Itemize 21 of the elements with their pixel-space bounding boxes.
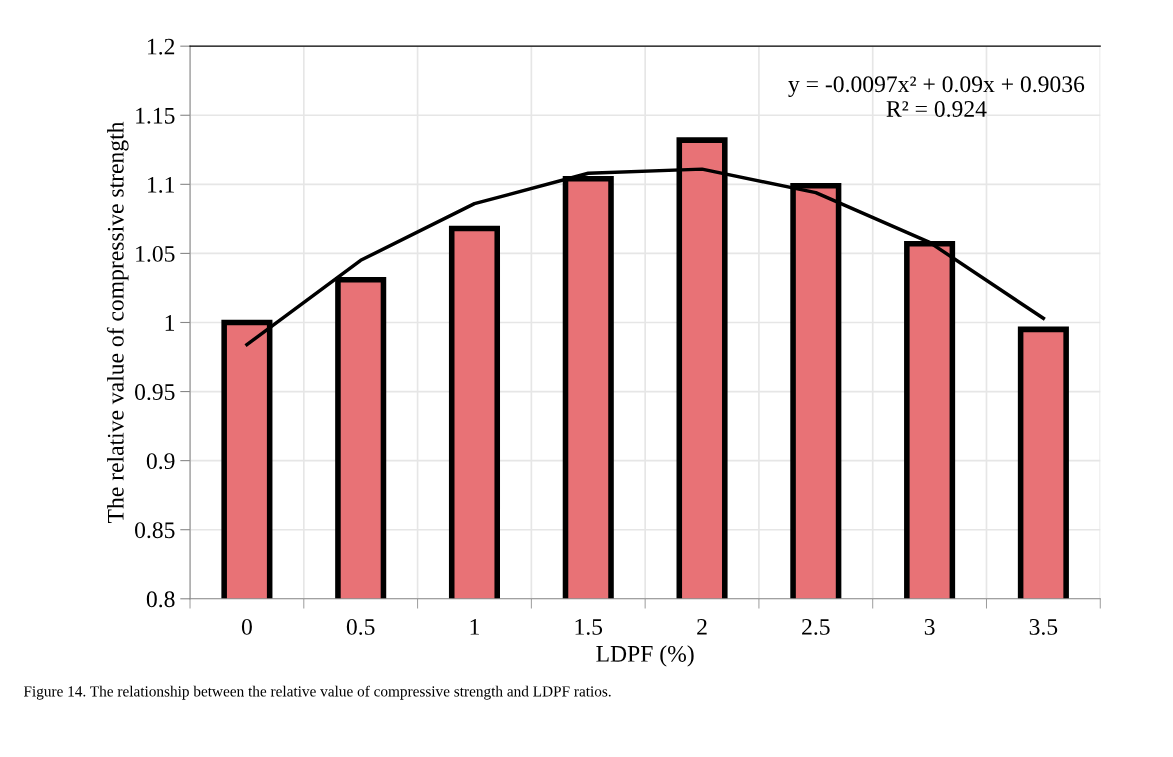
y-tick-label: 1.15 <box>136 107 175 124</box>
x-axis-title: LDPF (%) <box>596 645 694 667</box>
y-tick-label: 0.9 <box>146 453 175 470</box>
x-tick-label: 3 <box>924 618 935 635</box>
x-tick-label: 0 <box>241 618 252 635</box>
y-tick-label: 1.1 <box>148 176 175 193</box>
y-tick-label: 1 <box>165 315 175 331</box>
y-tick-label: 1.2 <box>148 38 175 55</box>
x-tick-label: 3.5 <box>1029 618 1058 635</box>
x-tick-label: 1.5 <box>575 619 603 635</box>
x-tick-label: 2 <box>697 618 707 635</box>
x-tick-label: 0.5 <box>346 618 375 635</box>
x-tick-label: 2.5 <box>802 618 830 635</box>
x-tick-label: 1 <box>470 619 479 635</box>
y-tick-label: 0.95 <box>135 384 175 401</box>
y-tick-label: 0.8 <box>146 591 175 608</box>
y-tick-label: 0.85 <box>135 522 175 539</box>
y-axis-title: The relative value of compressive strength <box>106 121 129 524</box>
annotation: y = -0.0097x² + 0.09x + 0.9036 R² = 0.924 <box>788 76 1085 118</box>
y-tick-label: 1.05 <box>136 245 175 262</box>
caption: Figure 14. The relationship between the relative value of compressive strength and LDPF ratios. <box>23 685 611 700</box>
